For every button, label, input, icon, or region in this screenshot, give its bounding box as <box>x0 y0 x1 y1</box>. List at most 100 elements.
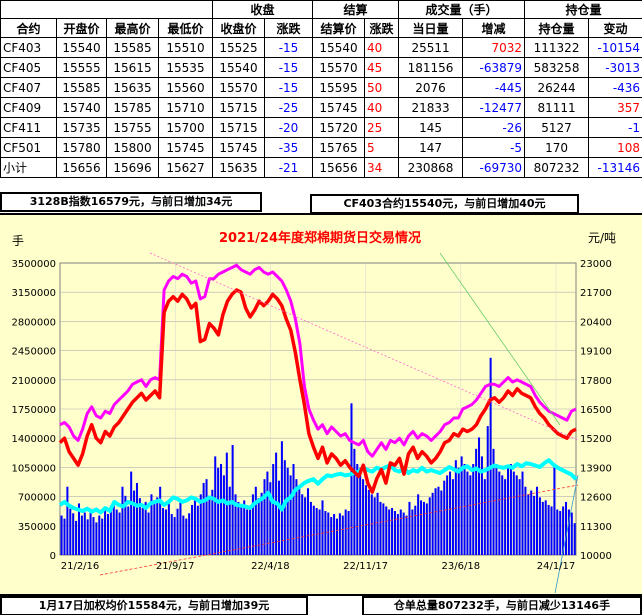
table-cell: 181156 <box>398 57 464 78</box>
volume-bar <box>382 503 385 555</box>
table-cell: 25511 <box>398 37 464 58</box>
volume-bar <box>556 509 559 555</box>
volume-bar <box>411 509 414 555</box>
y-tick-label: 3150000 <box>11 288 56 299</box>
volume-bar <box>164 509 167 555</box>
table-cell: 15735 <box>56 117 107 138</box>
table-cell: 15656 <box>56 157 107 178</box>
volume-bar <box>179 501 182 555</box>
header-contract: 合约 <box>0 18 57 38</box>
header-group-oi: 持仓量 <box>524 0 642 19</box>
table-cell: 15715 <box>212 117 265 138</box>
volume-bar <box>202 482 205 555</box>
trend-line <box>149 252 579 441</box>
volume-bar <box>220 463 223 555</box>
table-cell: 7032 <box>462 37 526 58</box>
table-cell: 145 <box>398 117 464 138</box>
table-cell: -436 <box>588 77 642 98</box>
table-cell: 15540 <box>312 37 366 58</box>
volume-bar <box>63 518 66 555</box>
table-header-row: 合约 开盘价 最高价 最低价 收盘价 涨跌 结算价 涨跌 当日量 增减 持仓量 … <box>0 18 642 38</box>
volume-bar <box>315 507 318 555</box>
volume-bar <box>498 471 501 555</box>
volume-bar <box>292 463 295 555</box>
table-cell: 15510 <box>158 37 213 58</box>
table-cell: 15627 <box>158 157 213 178</box>
index-summary: 3128B指数16579元，与前日增加34元 <box>0 192 262 212</box>
volume-bar <box>167 503 170 555</box>
table-cell: 15656 <box>312 157 366 178</box>
y2-tick-label: 13900 <box>580 463 612 474</box>
volume-bar <box>234 494 237 555</box>
table-cell: 15570 <box>212 77 265 98</box>
table-cell: CF407 <box>0 77 57 98</box>
volume-bar <box>535 486 539 555</box>
table-cell: 15560 <box>158 77 213 98</box>
volume-bar <box>553 463 556 555</box>
volume-bar <box>472 463 475 555</box>
table-cell: -15 <box>263 37 314 58</box>
table-cell: 15745 <box>212 137 265 158</box>
table-row: 小计 15656 15696 15627 15635 -21 15656 34 230868 -6… <box>0 157 642 178</box>
header-settle: 结算价 <box>312 18 366 38</box>
volume-bar <box>335 518 339 555</box>
volume-bar <box>507 467 510 555</box>
volume-bar <box>222 475 225 555</box>
volume-bar <box>141 507 144 555</box>
volume-bar <box>420 500 423 555</box>
volume-bar <box>469 475 472 555</box>
table-cell: 34 <box>364 157 400 178</box>
volume-bar <box>396 514 399 555</box>
volume-bar <box>83 512 86 555</box>
volume-bar <box>188 513 191 555</box>
table-cell: 50 <box>364 77 400 98</box>
table-row: CF411 15735 15755 15700 15715 -20 15720 25 145 -2… <box>0 117 642 138</box>
volume-bar <box>60 515 63 555</box>
table-cell: 40 <box>364 97 400 118</box>
volume-bar <box>208 495 211 555</box>
volume-bar <box>570 512 573 555</box>
volume-bar <box>457 467 460 555</box>
volume-bar <box>353 448 356 555</box>
volume-bar <box>460 456 463 555</box>
y2-axis-label: 元/吨 <box>588 231 616 245</box>
volume-bar <box>121 486 124 555</box>
table-cell: 5 <box>364 137 400 158</box>
volume-bar <box>86 519 89 555</box>
volume-bar <box>518 479 521 555</box>
volume-bar <box>451 479 454 555</box>
table-cell: 15585 <box>106 37 159 58</box>
table-cell: 15635 <box>106 77 159 98</box>
trading-chart: 0 350000 700000 1050000 1400000 1750000 210000… <box>11 230 616 594</box>
y2-tick-label: 20400 <box>580 317 612 328</box>
volume-bar <box>533 495 536 555</box>
volume-bar <box>504 479 507 555</box>
y-tick-label: 2100000 <box>11 376 56 387</box>
volume-bar <box>127 506 130 555</box>
header-blank <box>0 0 213 19</box>
volume-bar <box>527 494 530 555</box>
volume-bar <box>214 456 217 555</box>
volume-bar <box>243 500 246 555</box>
volume-bar <box>547 504 550 555</box>
volume-bar <box>237 501 240 555</box>
table-cell: 15720 <box>312 117 366 138</box>
table-cell: -15 <box>263 57 314 78</box>
volume-bar <box>124 495 127 555</box>
table-cell: 108 <box>588 137 642 158</box>
table-cell: CF403 <box>0 37 57 58</box>
trend-line <box>554 474 579 594</box>
table-cell: 15595 <box>312 77 366 98</box>
table-cell: 2076 <box>398 77 464 98</box>
header-oi: 持仓量 <box>524 18 590 38</box>
table-row: CF501 15780 15800 15745 15745 -35 15765 5 147 -5 1… <box>0 137 642 158</box>
volume-bar <box>341 515 344 555</box>
volume-bar <box>246 509 249 555</box>
volume-bar <box>437 486 440 555</box>
volume-bar <box>254 486 257 555</box>
volume-bar <box>559 511 562 555</box>
volume-bar <box>162 507 165 555</box>
y-tick-label: 1750000 <box>11 405 56 416</box>
volume-bar <box>385 506 388 555</box>
header-volume: 当日量 <box>398 18 464 38</box>
